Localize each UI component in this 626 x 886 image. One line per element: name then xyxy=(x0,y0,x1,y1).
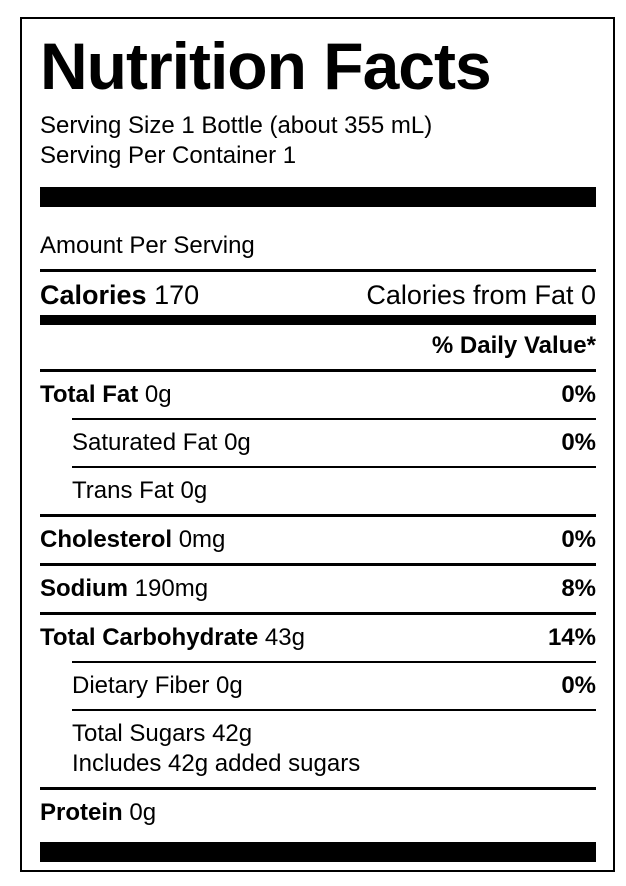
nutrient-row-sodium: Sodium 190mg 8% xyxy=(40,563,596,612)
servings-per-container-text: Serving Per Container 1 xyxy=(40,142,297,169)
separator-bar-bottom xyxy=(40,842,596,862)
calories-row: Calories 170 Calories from Fat 0 xyxy=(40,269,596,315)
nutrient-name: Trans Fat 0g xyxy=(72,477,208,504)
nutrient-name: Total Sugars 42g Includes 42g added suga… xyxy=(72,719,360,779)
nutrient-name: Total Fat 0g xyxy=(40,381,172,408)
daily-value: 0% xyxy=(561,526,596,553)
daily-value-header: % Daily Value* xyxy=(431,332,596,359)
nutrient-name: Dietary Fiber 0g xyxy=(72,672,243,699)
amount-per-serving-text: Amount Per Serving xyxy=(40,232,255,259)
separator-bar-calories xyxy=(40,315,596,325)
nutrient-row-dietary-fiber: Dietary Fiber 0g 0% xyxy=(72,661,596,709)
nutrient-name: Saturated Fat 0g xyxy=(72,429,251,456)
nutrient-row-protein: Protein 0g xyxy=(40,787,596,836)
calories-from-fat-text: Calories from Fat 0 xyxy=(366,280,596,310)
label-title: Nutrition Facts xyxy=(40,29,492,103)
daily-value: 0% xyxy=(561,429,596,456)
nutrient-name: Protein 0g xyxy=(40,799,157,826)
nutrient-row-cholesterol: Cholesterol 0mg 0% xyxy=(40,514,596,563)
daily-value: 0% xyxy=(561,672,596,699)
nutrition-facts-label: Nutrition Facts Serving Size 1 Bottle (a… xyxy=(20,17,615,872)
serving-size-text: Serving Size 1 Bottle (about 355 mL) xyxy=(40,112,433,139)
daily-value: 8% xyxy=(561,575,596,602)
daily-value: 0% xyxy=(561,381,596,408)
daily-value: 14% xyxy=(547,624,596,651)
calories-value-text: Calories 170 xyxy=(40,280,200,310)
nutrient-row-total-sugars: Total Sugars 42g Includes 42g added suga… xyxy=(72,709,596,787)
total-sugars-text: Total Sugars 42g xyxy=(72,720,253,747)
nutrient-row-total-carbohydrate: Total Carbohydrate 43g 14% xyxy=(40,612,596,661)
nutrient-row-trans-fat: Trans Fat 0g xyxy=(72,466,596,514)
nutrient-name: Total Carbohydrate 43g xyxy=(40,624,305,651)
nutrient-row-total-fat: Total Fat 0g 0% xyxy=(40,369,596,418)
nutrient-row-saturated-fat: Saturated Fat 0g 0% xyxy=(72,418,596,466)
separator-bar-top xyxy=(40,187,596,207)
nutrient-name: Sodium 190mg xyxy=(40,575,209,602)
added-sugars-text: Includes 42g added sugars xyxy=(72,750,361,777)
nutrient-name: Cholesterol 0mg xyxy=(40,526,226,553)
